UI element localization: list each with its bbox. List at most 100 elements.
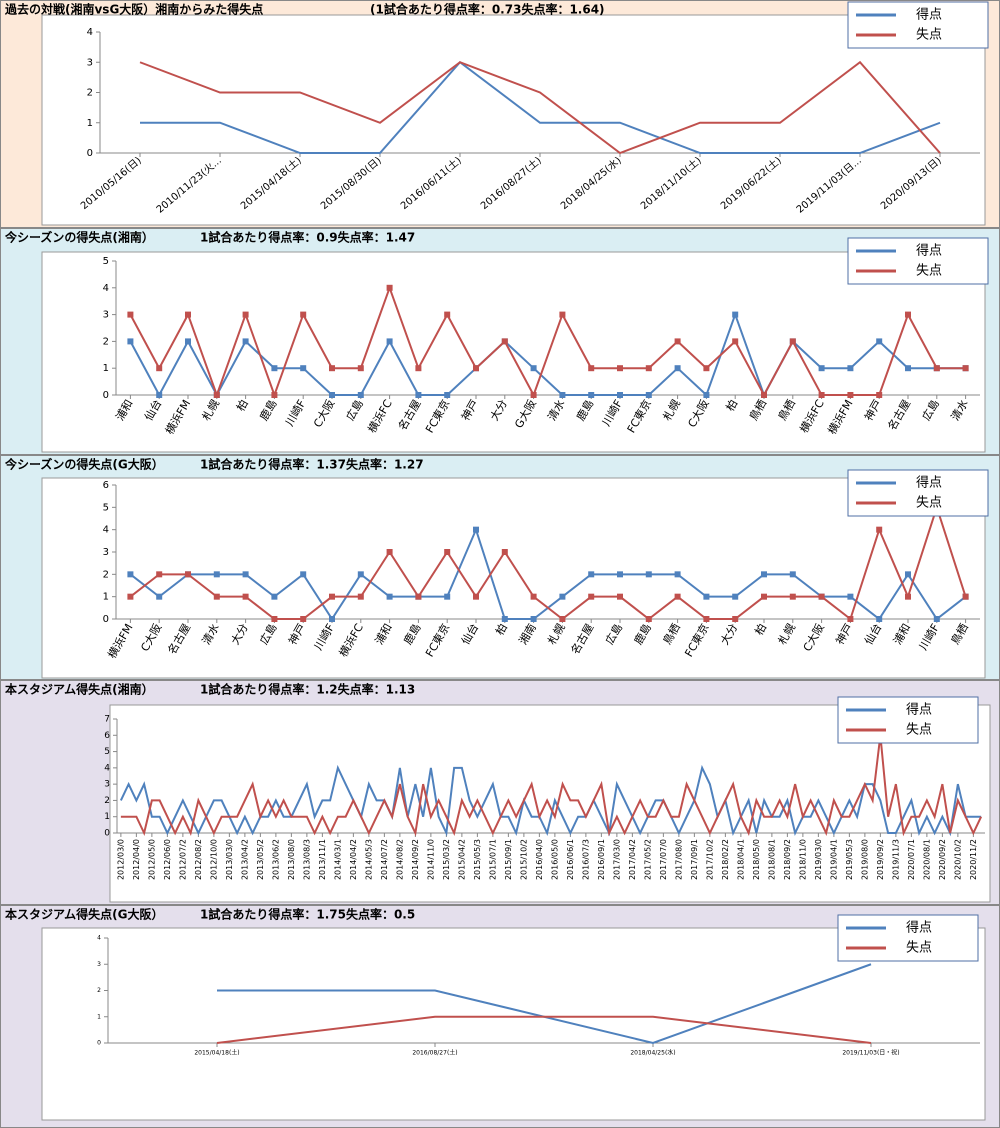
point-marker xyxy=(127,571,134,578)
point-marker xyxy=(703,593,710,600)
y-tick-label: 5 xyxy=(104,747,110,757)
y-tick-label: 3 xyxy=(104,780,110,790)
x-tick-label: 2014/05/3 xyxy=(364,839,373,880)
plot-frame xyxy=(41,14,986,226)
point-marker xyxy=(156,365,163,372)
x-tick-label: 2015/07/1 xyxy=(488,839,497,880)
x-tick-label: 2016/09/1 xyxy=(597,839,606,880)
x-tick-label: 2019/04/1 xyxy=(829,839,838,880)
point-marker xyxy=(761,593,767,600)
point-marker xyxy=(242,311,249,318)
point-marker xyxy=(271,365,278,372)
x-tick-label: 2012/03/0 xyxy=(116,839,125,880)
y-tick-label: 1 xyxy=(103,592,109,603)
point-marker xyxy=(156,392,163,398)
y-tick-label: 2 xyxy=(103,336,109,347)
chart-title: 過去の対戦(湘南vsG大阪）湘南からみた得失点 xyxy=(4,2,263,17)
point-marker xyxy=(242,593,249,600)
point-marker xyxy=(905,571,911,578)
x-tick-label: 2015/10/2 xyxy=(519,839,528,880)
point-marker xyxy=(818,392,825,398)
point-marker xyxy=(357,392,364,398)
point-marker xyxy=(127,338,134,345)
point-marker xyxy=(818,593,825,600)
chart-title: 今シーズンの得失点(湘南） xyxy=(4,230,154,245)
x-tick-label: 2015/05/3 xyxy=(473,839,482,880)
point-marker xyxy=(300,365,307,372)
point-marker xyxy=(617,392,623,398)
series-line xyxy=(119,764,982,837)
legend-label: 得点 xyxy=(916,7,942,23)
point-marker xyxy=(876,526,883,533)
point-marker xyxy=(905,365,911,372)
point-marker xyxy=(703,365,710,372)
point-marker xyxy=(645,392,652,398)
x-tick-label: 2017/10/2 xyxy=(705,839,714,880)
x-tick-label: 2020/08/1 xyxy=(922,839,931,880)
point-marker xyxy=(444,549,451,555)
x-tick-label: 2019/03/0 xyxy=(814,839,823,880)
point-marker xyxy=(501,338,508,345)
point-marker xyxy=(444,311,451,318)
y-tick-label: 2 xyxy=(103,569,109,580)
point-marker xyxy=(933,365,940,372)
legend-label: 得点 xyxy=(906,920,932,936)
point-marker xyxy=(789,338,796,345)
point-marker xyxy=(962,593,969,600)
x-tick-label: 2015/04/2 xyxy=(457,839,466,880)
legend-box xyxy=(847,469,989,517)
series-line xyxy=(129,284,966,398)
x-tick-label: 2019/09/2 xyxy=(876,839,885,880)
x-tick-label: 2020/09/2 xyxy=(938,839,947,880)
point-marker xyxy=(559,593,566,600)
x-tick-label: 2014/08/2 xyxy=(395,839,404,880)
point-marker xyxy=(444,593,451,600)
point-marker xyxy=(732,311,739,318)
x-tick-label: 2013/08/0 xyxy=(287,839,296,880)
x-tick-label: 2019/11/03(日・祝) xyxy=(842,1049,899,1057)
x-tick-label: 2018/04/25(水) xyxy=(630,1049,675,1057)
chart-title: 本スタジアム得失点(G大阪） xyxy=(5,907,164,922)
x-tick-label: 2012/10/0 xyxy=(209,839,218,880)
x-tick-label: 2017/05/2 xyxy=(643,839,652,880)
point-marker xyxy=(530,365,537,372)
y-tick-label: 1 xyxy=(87,118,93,129)
plot-frame xyxy=(41,927,986,1121)
point-marker xyxy=(127,311,134,318)
x-tick-label: 2014/09/2 xyxy=(411,839,420,880)
x-tick-label: 2018/08/1 xyxy=(767,839,776,880)
point-marker xyxy=(559,616,566,622)
point-marker xyxy=(329,392,335,398)
point-marker xyxy=(847,392,854,398)
point-marker xyxy=(271,593,278,600)
point-marker xyxy=(905,311,911,318)
x-tick-label: 2017/03/0 xyxy=(612,839,621,880)
point-marker xyxy=(617,593,623,600)
x-tick-label: 2014/07/2 xyxy=(380,839,389,880)
point-marker xyxy=(213,593,220,600)
point-marker xyxy=(674,593,681,600)
y-tick-label: 2 xyxy=(97,987,101,994)
legend-box xyxy=(847,237,989,285)
y-tick-label: 0 xyxy=(103,614,109,625)
x-tick-label: 2013/11/1 xyxy=(318,839,327,880)
legend-label: 失点 xyxy=(906,941,932,956)
point-marker xyxy=(473,593,479,600)
x-tick-label: 2013/05/2 xyxy=(256,839,265,880)
x-tick-label: 2017/07/0 xyxy=(659,839,668,880)
point-marker xyxy=(501,549,508,555)
point-marker xyxy=(473,365,479,372)
legend-label: 失点 xyxy=(916,264,942,279)
y-tick-label: 0 xyxy=(87,148,93,159)
x-tick-label: 2012/07/2 xyxy=(178,839,187,880)
point-marker xyxy=(271,392,278,398)
point-marker xyxy=(789,593,796,600)
legend-label: 得点 xyxy=(916,243,942,259)
point-marker xyxy=(645,616,652,622)
x-tick-label: 2020/07/1 xyxy=(907,839,916,880)
y-tick-label: 5 xyxy=(103,256,109,267)
series-line xyxy=(140,60,941,154)
y-tick-label: 7 xyxy=(104,715,110,725)
point-marker xyxy=(415,392,422,398)
